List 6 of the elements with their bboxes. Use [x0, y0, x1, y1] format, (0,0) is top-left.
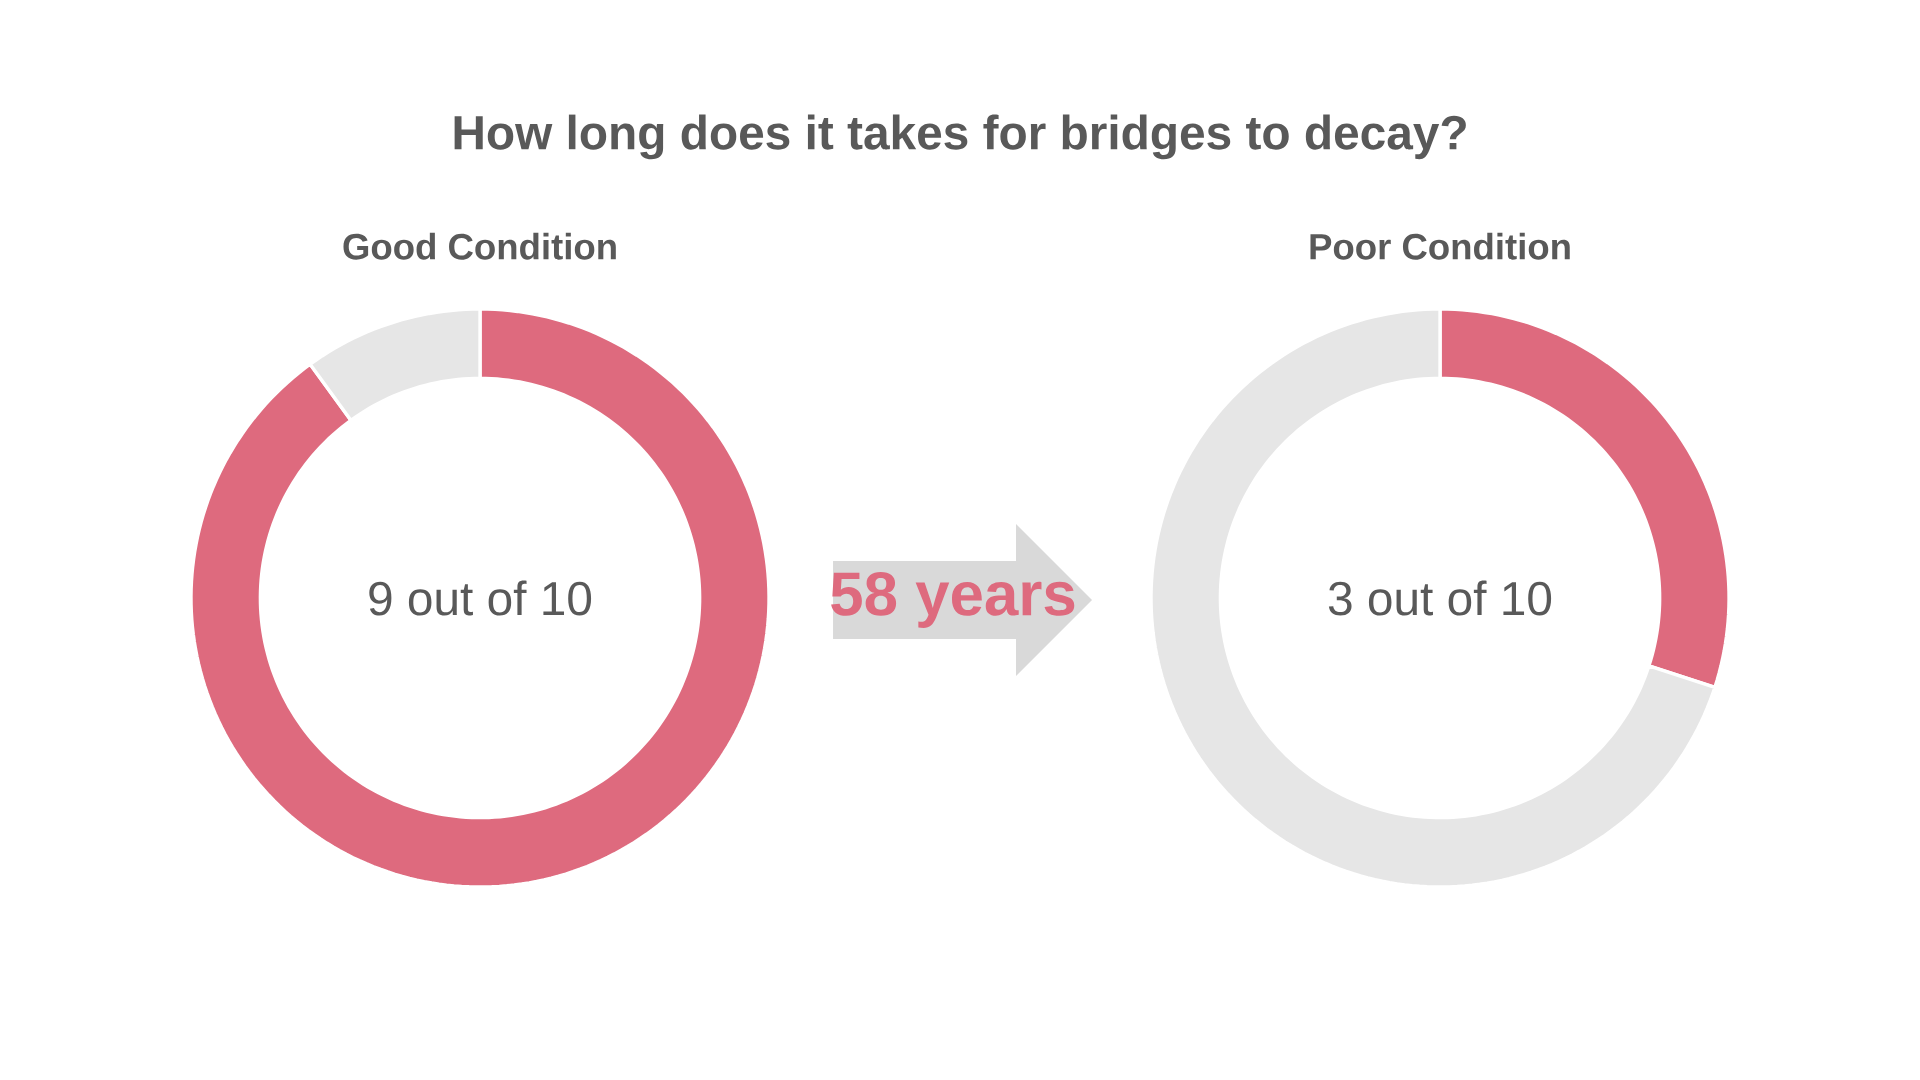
text: 9 out of 10: [369, 580, 592, 616]
chart-title: Good Condition: [343, 232, 616, 260]
text: 58 years: [831, 571, 1075, 629]
text: 3 out of 10: [1328, 580, 1552, 616]
chart-title: Poor Condition: [1310, 232, 1570, 260]
text: How long does it takes for bridges to decay?: [454, 114, 1466, 160]
